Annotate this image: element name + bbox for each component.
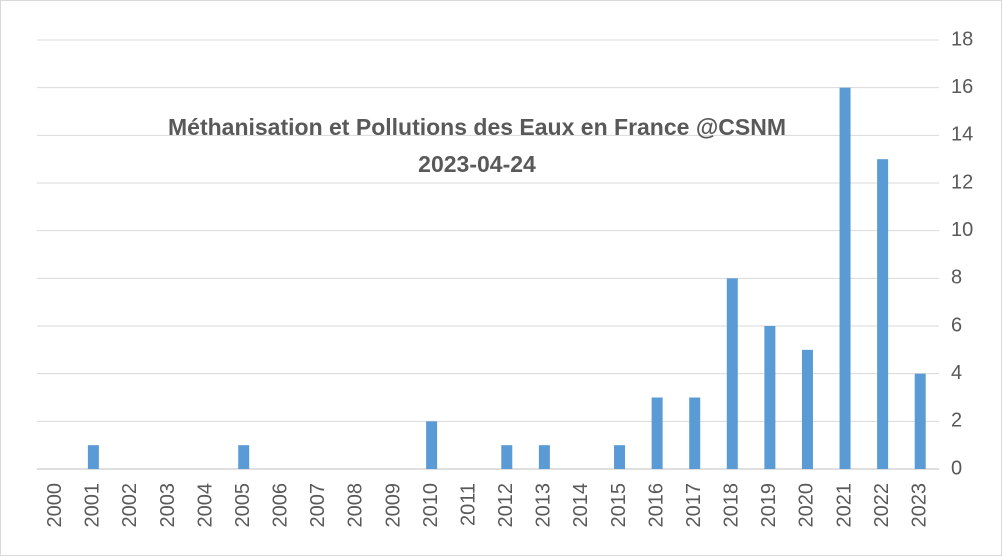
x-tick-label: 2012 bbox=[495, 483, 517, 528]
x-tick-label: 2005 bbox=[232, 483, 254, 528]
y-tick-label: 14 bbox=[951, 124, 973, 146]
y-tick-label: 0 bbox=[951, 457, 962, 479]
x-tick-label: 2003 bbox=[157, 483, 179, 528]
y-tick-label: 16 bbox=[951, 76, 973, 98]
y-tick-label: 10 bbox=[951, 219, 973, 241]
x-tick-label: 2015 bbox=[608, 483, 630, 528]
bar bbox=[839, 87, 851, 470]
chart-title: Méthanisation et Pollutions des Eaux en … bbox=[168, 114, 786, 140]
x-tick-label: 2008 bbox=[345, 483, 367, 528]
x-tick-label: 2013 bbox=[533, 483, 555, 528]
x-tick-label: 2004 bbox=[194, 483, 216, 528]
bar bbox=[87, 445, 99, 469]
grid bbox=[37, 39, 939, 470]
x-tick-label: 2016 bbox=[645, 483, 667, 528]
x-tick-label: 2002 bbox=[119, 483, 141, 528]
bar bbox=[914, 373, 926, 469]
x-tick-label: 2021 bbox=[833, 483, 855, 528]
bar bbox=[238, 445, 250, 469]
x-tick-label: 2022 bbox=[871, 483, 893, 528]
y-tick-label: 18 bbox=[951, 28, 973, 50]
marks bbox=[87, 87, 926, 470]
y-tick-label: 8 bbox=[951, 267, 962, 289]
x-tick-label: 2009 bbox=[382, 483, 404, 528]
bar bbox=[801, 349, 813, 469]
bar bbox=[877, 159, 889, 469]
chart-subtitle: 2023-04-24 bbox=[418, 151, 536, 177]
x-tick-label: 2020 bbox=[796, 483, 818, 528]
x-tick-label: 2023 bbox=[908, 483, 930, 528]
x-tick-label: 2014 bbox=[570, 483, 592, 528]
x-tick-label: 2011 bbox=[457, 483, 479, 526]
x-tick-label: 2001 bbox=[82, 483, 104, 528]
y-tick-label: 12 bbox=[951, 171, 973, 193]
bar bbox=[614, 445, 626, 469]
bar bbox=[426, 421, 438, 469]
x-tick-label: 2010 bbox=[420, 483, 442, 528]
x-tick-label: 2006 bbox=[270, 483, 292, 528]
bar bbox=[501, 445, 513, 469]
x-tick-label: 2007 bbox=[307, 483, 329, 528]
x-tick-label: 2018 bbox=[721, 483, 743, 528]
y-tick-label: 2 bbox=[951, 410, 962, 432]
y-tick-label: 4 bbox=[951, 362, 962, 384]
x-tick-label: 2017 bbox=[683, 483, 705, 528]
x-tick-label: 2019 bbox=[758, 483, 780, 528]
bar bbox=[764, 326, 776, 469]
x-tick-label: 2000 bbox=[44, 483, 66, 528]
bar bbox=[538, 445, 550, 469]
bar bbox=[651, 397, 663, 469]
bar bbox=[726, 278, 738, 469]
bar bbox=[689, 397, 701, 469]
y-tick-label: 6 bbox=[951, 314, 962, 336]
